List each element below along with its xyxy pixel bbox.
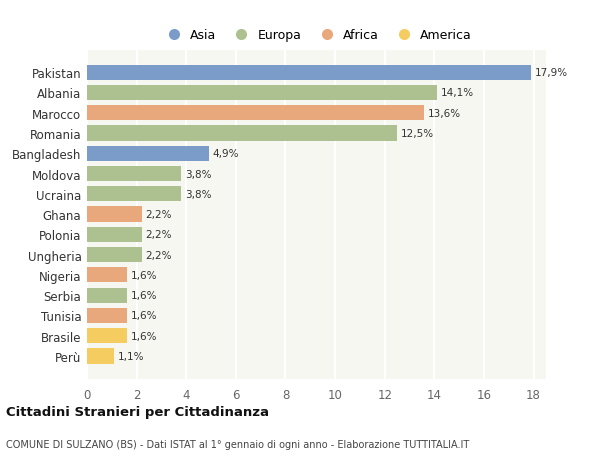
Text: Cittadini Stranieri per Cittadinanza: Cittadini Stranieri per Cittadinanza — [6, 405, 269, 419]
Text: 2,2%: 2,2% — [145, 250, 172, 260]
Text: 1,1%: 1,1% — [118, 351, 145, 361]
Bar — [87, 288, 127, 303]
Bar — [87, 247, 142, 263]
Bar — [87, 328, 127, 343]
Text: 3,8%: 3,8% — [185, 169, 212, 179]
Bar — [87, 348, 114, 364]
Text: 17,9%: 17,9% — [535, 68, 568, 78]
Bar — [87, 308, 127, 323]
Bar — [87, 227, 142, 242]
Bar — [87, 207, 142, 222]
Bar — [87, 106, 424, 121]
Text: 12,5%: 12,5% — [401, 129, 434, 139]
Bar — [87, 167, 181, 182]
Bar — [87, 86, 437, 101]
Bar — [87, 187, 181, 202]
Text: 1,6%: 1,6% — [130, 291, 157, 301]
Bar — [87, 146, 209, 162]
Text: 14,1%: 14,1% — [440, 88, 473, 98]
Text: 2,2%: 2,2% — [145, 230, 172, 240]
Bar — [87, 126, 397, 141]
Bar — [87, 65, 531, 81]
Text: 4,9%: 4,9% — [212, 149, 239, 159]
Text: COMUNE DI SULZANO (BS) - Dati ISTAT al 1° gennaio di ogni anno - Elaborazione TU: COMUNE DI SULZANO (BS) - Dati ISTAT al 1… — [6, 440, 469, 449]
Text: 13,6%: 13,6% — [428, 108, 461, 118]
Legend: Asia, Europa, Africa, America: Asia, Europa, Africa, America — [157, 24, 476, 47]
Text: 3,8%: 3,8% — [185, 190, 212, 199]
Text: 1,6%: 1,6% — [130, 331, 157, 341]
Bar — [87, 268, 127, 283]
Text: 1,6%: 1,6% — [130, 270, 157, 280]
Text: 2,2%: 2,2% — [145, 210, 172, 219]
Text: 1,6%: 1,6% — [130, 311, 157, 321]
